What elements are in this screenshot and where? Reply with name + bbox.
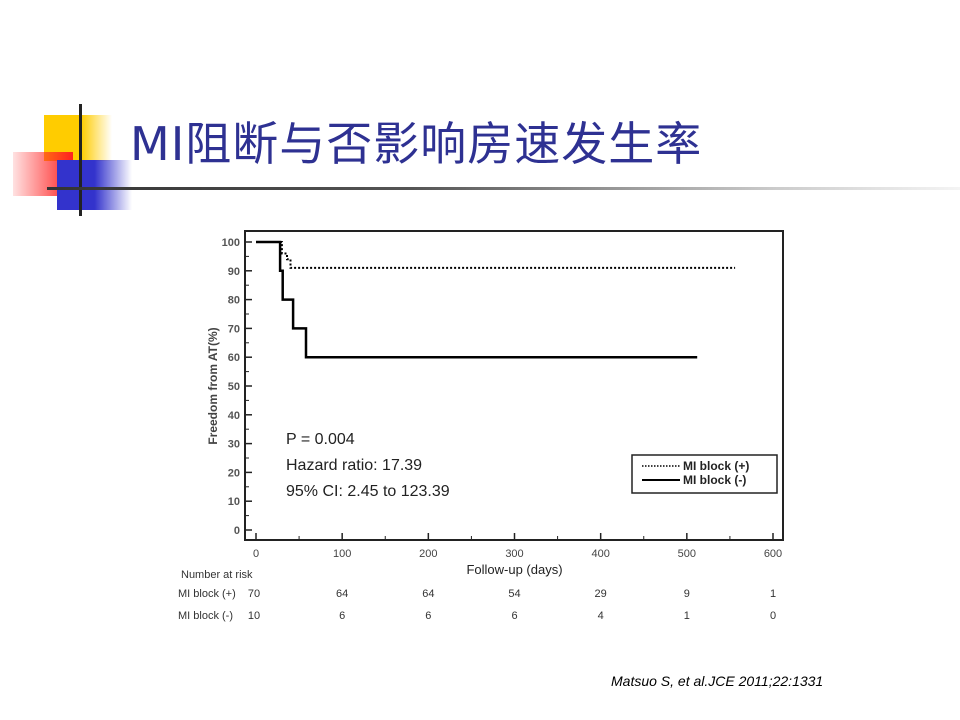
- y-tick-label: 50: [228, 381, 240, 393]
- series-line-1: [256, 240, 698, 359]
- risk-value: 0: [770, 610, 776, 622]
- legend-label: MI block (+): [683, 459, 749, 473]
- y-tick-label: 60: [228, 352, 240, 364]
- risk-value: 6: [511, 610, 517, 622]
- logo-blue-square: [57, 160, 132, 210]
- x-tick-label: 400: [591, 548, 609, 560]
- citation: Matsuo S, et al.JCE 2011;22:1331: [611, 673, 824, 689]
- risk-value: 29: [595, 588, 607, 600]
- risk-value: 1: [770, 588, 776, 600]
- risk-value: 6: [339, 610, 345, 622]
- legend-box: [631, 454, 778, 494]
- logo-vertical-line: [79, 104, 82, 216]
- risk-value: 64: [336, 588, 348, 600]
- risk-value: 54: [508, 588, 520, 600]
- stat-annotation: P = 0.004: [286, 431, 355, 448]
- risk-value: 4: [598, 610, 604, 622]
- title-underline: [47, 187, 960, 190]
- y-tick-label: 30: [228, 439, 240, 451]
- risk-value: 10: [248, 610, 260, 622]
- y-tick-label: 40: [228, 410, 240, 422]
- risk-table-title: Number at risk: [181, 569, 253, 581]
- x-tick-label: 300: [505, 548, 523, 560]
- legend-label: MI block (-): [683, 473, 746, 487]
- stat-annotation: Hazard ratio: 17.39: [286, 457, 422, 474]
- series-line-0: [256, 241, 736, 269]
- y-axis-label: Freedom from AT(%): [206, 327, 220, 444]
- x-tick-label: 0: [253, 548, 259, 560]
- x-tick-label: 200: [419, 548, 437, 560]
- x-axis-label: Follow-up (days): [466, 562, 562, 577]
- risk-value: 9: [684, 588, 690, 600]
- y-tick-label: 100: [222, 237, 240, 249]
- risk-row-label: MI block (-): [178, 610, 233, 622]
- risk-value: 64: [422, 588, 434, 600]
- x-tick-label: 100: [333, 548, 351, 560]
- x-tick-label: 500: [678, 548, 696, 560]
- y-tick-label: 90: [228, 266, 240, 278]
- y-tick-label: 20: [228, 467, 240, 479]
- stat-annotation: 95% CI: 2.45 to 123.39: [286, 483, 450, 500]
- risk-row-label: MI block (+): [178, 588, 236, 600]
- risk-value: 1: [684, 610, 690, 622]
- y-tick-label: 70: [228, 323, 240, 335]
- slide-title: MI阻断与否影响房速发生率: [130, 117, 703, 171]
- y-tick-label: 80: [228, 295, 240, 307]
- risk-value: 70: [248, 588, 260, 600]
- risk-value: 6: [425, 610, 431, 622]
- y-tick-label: 0: [234, 525, 240, 537]
- x-tick-label: 600: [764, 548, 782, 560]
- y-tick-label: 10: [228, 496, 240, 508]
